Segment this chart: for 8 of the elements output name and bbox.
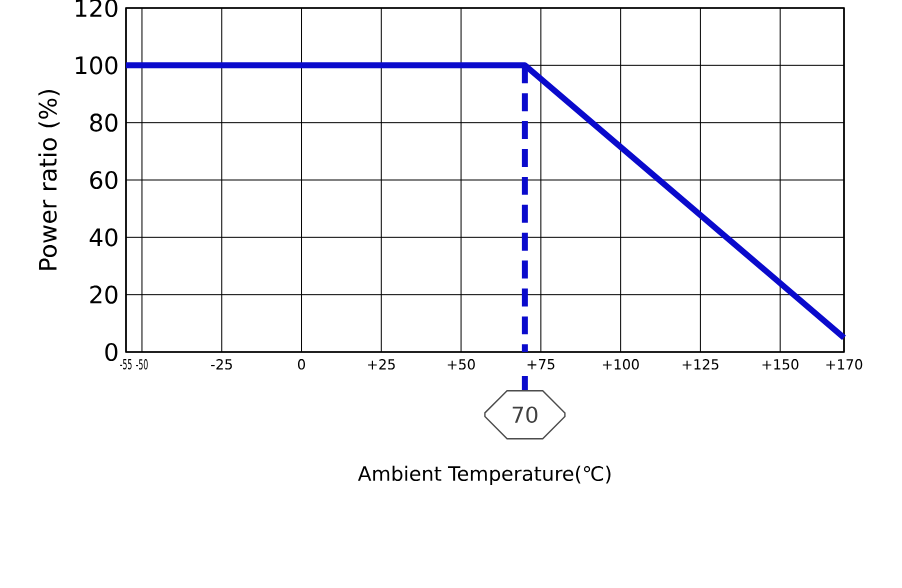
x-axis-title: Ambient Temperature(℃): [357, 465, 611, 485]
y-tick-label: 80: [90, 113, 118, 132]
y-tick-label: 100: [75, 56, 118, 75]
y-axis-title: Power ratio (%): [38, 90, 60, 270]
y-tick-label: 20: [90, 285, 118, 304]
ref-line-label: 70: [512, 406, 538, 423]
y-tick-label: 40: [89, 228, 118, 247]
y-tick-label: 60: [90, 170, 118, 190]
